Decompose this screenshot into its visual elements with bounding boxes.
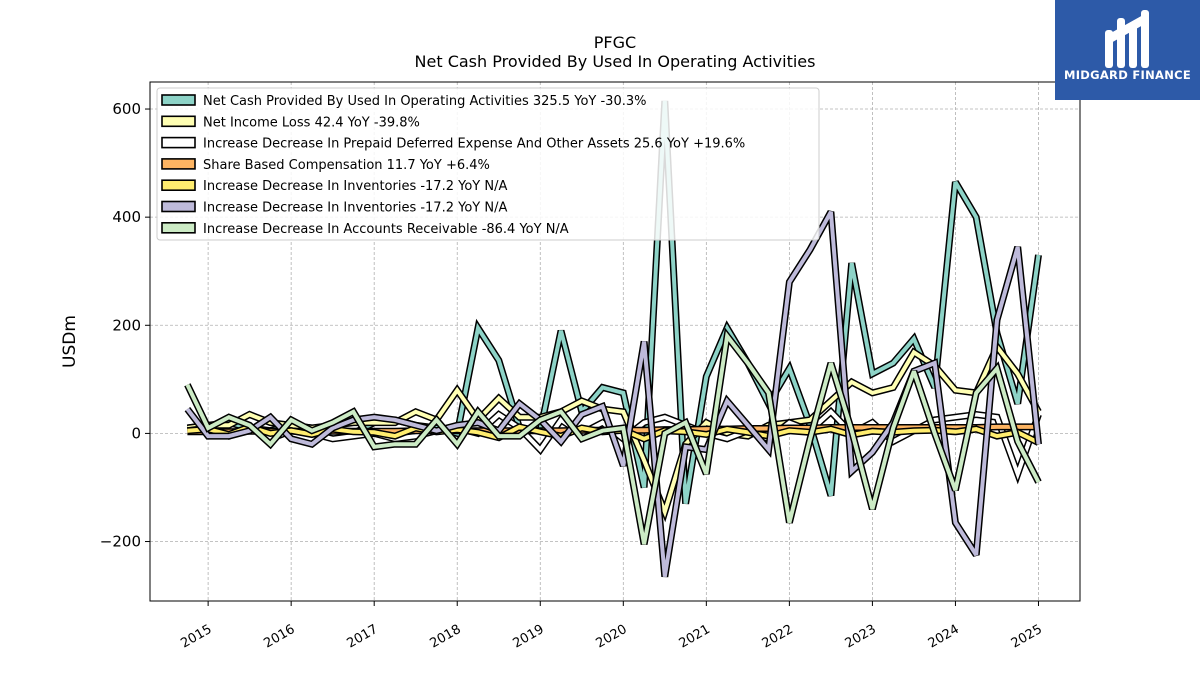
logo-text: MIDGARD FINANCE — [1063, 68, 1192, 82]
series-line-stroke — [185, 210, 1041, 578]
x-tick-label: 2018 — [427, 622, 463, 652]
x-tick-label: 2025 — [1009, 622, 1045, 652]
legend-swatch — [161, 94, 196, 106]
y-tick-label: −200 — [100, 533, 141, 551]
legend-item: Net Income Loss 42.4 YoY -39.8% — [161, 115, 420, 130]
legend-swatch — [161, 200, 196, 213]
legend-item: Net Cash Provided By Used In Operating A… — [161, 94, 646, 109]
x-tick-label: 2021 — [677, 622, 713, 652]
plot-frame — [149, 81, 1081, 602]
legend-item: Increase Decrease In Inventories -17.2 Y… — [161, 200, 507, 216]
x-tick-label: 2016 — [261, 622, 297, 652]
x-tick-label: 2015 — [178, 622, 214, 652]
series-line — [184, 210, 1042, 578]
legend-label: Net Cash Provided By Used In Operating A… — [203, 94, 646, 109]
brand-logo: MIDGARD FINANCE — [1055, 0, 1200, 100]
y-axis-label: USDm — [60, 315, 80, 368]
series-line-stroke — [185, 331, 1041, 545]
x-tick-label: 2022 — [760, 622, 796, 652]
y-tick-label: 400 — [112, 208, 141, 226]
legend-label: Increase Decrease In Prepaid Deferred Ex… — [203, 137, 745, 152]
legend-box — [156, 87, 820, 241]
y-tick-label: 600 — [112, 100, 141, 118]
x-tick-label: 2019 — [511, 622, 547, 652]
legend-swatch — [161, 136, 196, 149]
legend-swatch — [161, 158, 196, 170]
legend-swatch — [161, 115, 196, 128]
x-tick-label: 2024 — [926, 622, 962, 652]
legend-label: Increase Decrease In Inventories -17.2 Y… — [203, 179, 507, 194]
legend-label: Share Based Compensation 11.7 YoY +6.4% — [203, 158, 490, 173]
series-line — [184, 327, 1042, 545]
legend-label: Increase Decrease In Inventories -17.2 Y… — [203, 201, 507, 216]
chart-title: PFGC — [593, 33, 637, 52]
y-tick-label: 0 — [131, 424, 141, 442]
chart-subtitle: Net Cash Provided By Used In Operating A… — [414, 52, 816, 71]
legend-label: Net Income Loss 42.4 YoY -39.8% — [203, 115, 420, 130]
logo-mark-icon — [1105, 10, 1149, 68]
x-tick-label: 2020 — [594, 622, 630, 652]
legend-item: Increase Decrease In Accounts Receivable… — [161, 222, 569, 237]
legend: Net Cash Provided By Used In Operating A… — [156, 87, 820, 241]
legend-item: Increase Decrease In Prepaid Deferred Ex… — [161, 136, 745, 152]
legend-label: Increase Decrease In Accounts Receivable… — [203, 222, 569, 237]
x-tick-label: 2023 — [843, 622, 879, 652]
legend-swatch — [161, 179, 196, 191]
legend-item: Share Based Compensation 11.7 YoY +6.4% — [161, 158, 490, 173]
legend-item: Increase Decrease In Inventories -17.2 Y… — [161, 179, 507, 194]
y-tick-label: 200 — [112, 316, 141, 334]
legend-swatch — [161, 222, 196, 234]
x-tick-label: 2017 — [344, 622, 380, 652]
series-group — [184, 100, 1042, 578]
series-line-outline — [184, 210, 1042, 578]
